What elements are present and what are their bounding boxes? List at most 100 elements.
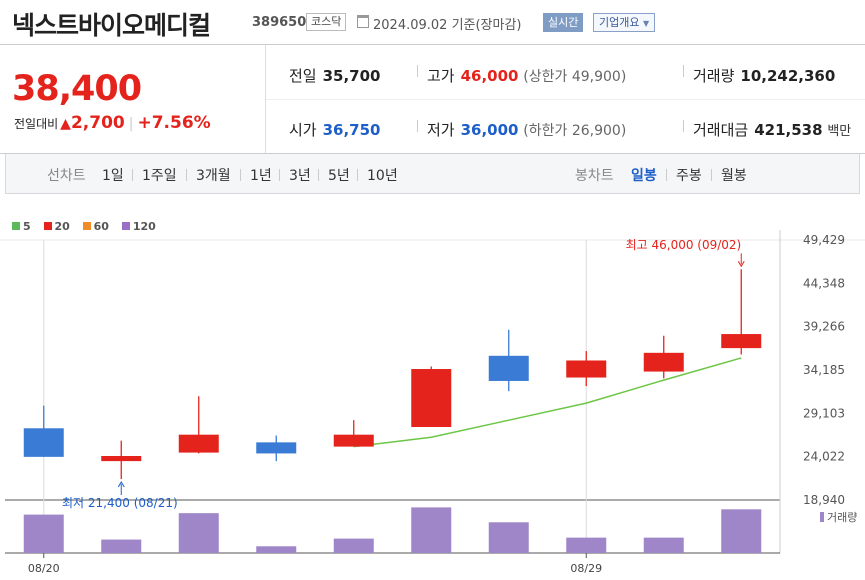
volume-bar <box>643 537 684 553</box>
divider: | <box>128 116 134 132</box>
prev-close-value: 35,700 <box>322 67 381 85</box>
candle-body <box>101 455 142 462</box>
turnover-label: 거래대금 <box>693 121 749 139</box>
volume-bar <box>411 507 452 553</box>
volume-bar <box>488 522 529 553</box>
turnover-value: 421,538 <box>754 121 823 139</box>
divider <box>357 169 358 181</box>
change-value: 2,700 <box>70 113 125 133</box>
volume-bar <box>23 514 64 553</box>
market-badge: 코스닥 <box>306 13 347 31</box>
period-1w[interactable]: 1주일 <box>142 168 177 184</box>
candle-body <box>256 442 297 454</box>
volume-bar <box>721 509 762 553</box>
line-chart-label: 선차트 <box>47 168 86 184</box>
period-1y[interactable]: 1년 <box>250 168 272 184</box>
legend-label: 5 <box>23 220 31 233</box>
low-price: 저가 36,000 (하한가 26,900) <box>427 119 626 140</box>
divider <box>683 65 684 77</box>
ma-legend: 5 20 60 120 <box>12 220 165 233</box>
chevron-down-icon: ▼ <box>642 19 650 28</box>
y-tick-label: 44,348 <box>803 276 845 290</box>
divider <box>266 99 865 100</box>
period-3y[interactable]: 3년 <box>289 168 311 184</box>
y-tick-label: 49,429 <box>803 233 845 247</box>
legend-label: 120 <box>132 220 156 233</box>
candle-body <box>488 355 529 381</box>
stock-header: 넥스트바이오메디컬 389650 코스닥 2024.09.02 기준(장마감) … <box>0 0 865 45</box>
divider <box>666 169 667 181</box>
divider <box>240 169 241 181</box>
open-price: 시가 36,750 <box>289 119 381 140</box>
legend-item: 120 <box>121 220 156 233</box>
realtime-button[interactable]: 실시간 <box>543 13 584 32</box>
candle-body <box>643 352 684 372</box>
volume-value: 10,242,360 <box>740 67 836 85</box>
change-label: 전일대비 <box>14 117 59 131</box>
low-arrow-head <box>117 481 125 488</box>
stock-code: 389650 <box>252 15 307 30</box>
legend-label: 60 <box>93 220 109 233</box>
period-monthly[interactable]: 월봉 <box>721 168 747 184</box>
high-annotation: 최고 46,000 (09/02) <box>626 238 742 252</box>
current-price: 38,400 <box>12 69 142 109</box>
divider <box>683 120 684 132</box>
divider <box>279 169 280 181</box>
y-tick-label: 18,940 <box>803 493 845 507</box>
period-daily[interactable]: 일봉 <box>631 168 657 184</box>
volume-bar <box>333 538 374 553</box>
volume-bar <box>566 537 607 553</box>
legend-swatch <box>82 222 91 230</box>
prev-close-label: 전일 <box>289 67 317 85</box>
high-arrow-head <box>737 260 745 268</box>
y-tick-label: 29,103 <box>803 406 845 420</box>
y-tick-label: 24,022 <box>803 450 845 464</box>
price-change: 전일대비 ▲2,700 | +7.56% <box>14 113 211 133</box>
period-selector: 선차트 1일 1주일 3개월 1년 3년 5년 10년 봉차트 일봉 주봉 월봉 <box>5 154 860 194</box>
candle-body <box>333 434 374 447</box>
candle-body <box>411 369 452 428</box>
candle-chart-label: 봉차트 <box>575 168 614 184</box>
high-value: 46,000 <box>460 67 519 85</box>
legend-swatch <box>43 222 52 230</box>
legend-swatch <box>12 222 20 230</box>
divider <box>417 65 418 77</box>
lower-limit: (하한가 26,900) <box>523 123 627 139</box>
y-tick-label: 34,185 <box>803 363 845 377</box>
price-panel: 38,400 전일대비 ▲2,700 | +7.56% 전일 35,700 고가 46,0… <box>0 44 865 154</box>
volume-bar <box>178 513 219 553</box>
legend-swatch <box>121 222 130 230</box>
open-value: 36,750 <box>322 121 381 139</box>
stock-name: 넥스트바이오메디컬 <box>12 11 211 40</box>
base-date: 2024.09.02 기준(장마감) <box>373 18 522 33</box>
divider <box>132 169 133 181</box>
divider <box>417 120 418 132</box>
period-3m[interactable]: 3개월 <box>196 168 231 184</box>
change-percent: +7.56% <box>137 113 211 133</box>
high-label: 고가 <box>427 67 455 85</box>
x-tick-label: 08/20 <box>28 562 60 575</box>
corp-info-label: 기업개요 <box>599 16 640 29</box>
x-tick-label: 08/29 <box>570 562 602 575</box>
volume-legend-swatch <box>820 512 824 522</box>
legend-item: 5 <box>12 220 31 233</box>
divider <box>186 169 187 181</box>
turnover-unit: 백만 <box>827 124 852 139</box>
legend-item: 60 <box>82 220 109 233</box>
period-5y[interactable]: 5년 <box>328 168 350 184</box>
corp-info-dropdown[interactable]: 기업개요 ▼ <box>593 13 656 32</box>
legend-label: 20 <box>54 220 70 233</box>
divider <box>711 169 712 181</box>
period-weekly[interactable]: 주봉 <box>676 168 702 184</box>
period-1d[interactable]: 1일 <box>102 168 124 184</box>
candle-body <box>721 334 762 349</box>
low-value: 36,000 <box>460 121 519 139</box>
open-label: 시가 <box>289 121 317 139</box>
y-tick-label: 39,266 <box>803 320 845 334</box>
period-10y[interactable]: 10년 <box>367 168 398 184</box>
volume-legend-label: 거래량 <box>827 511 857 524</box>
volume-bar <box>256 546 297 553</box>
upper-limit: (상한가 49,900) <box>523 69 627 85</box>
candle-body <box>566 360 607 378</box>
low-label: 저가 <box>427 121 455 139</box>
